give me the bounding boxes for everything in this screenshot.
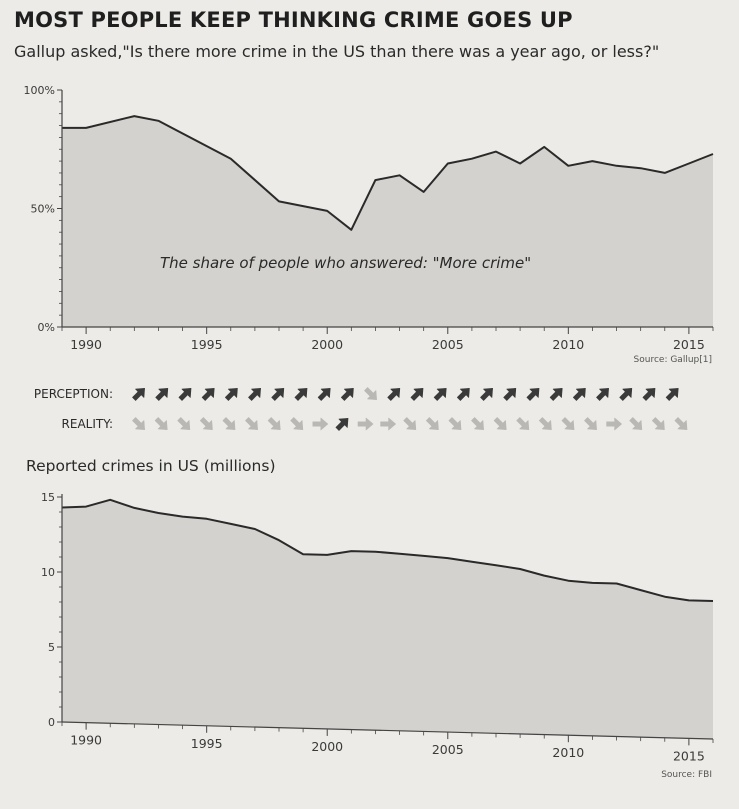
perception-arrow-up: [433, 388, 447, 401]
crimes-area-group: [61, 498, 714, 739]
reality-arrow-down: [154, 417, 168, 430]
reality-arrow-flat: [357, 417, 374, 431]
reality-arrows: [132, 417, 688, 431]
x-tick-label: 2005: [432, 742, 464, 757]
perception-arrow-up: [619, 388, 633, 401]
chart-subtitle: Gallup asked,"Is there more crime in the…: [14, 42, 660, 61]
crimes-chart-title: Reported crimes in US (millions): [26, 457, 276, 475]
perception-arrow-up: [503, 388, 517, 401]
perception-arrow-up: [387, 388, 401, 401]
reality-arrow-down: [425, 417, 439, 430]
x-axis: [61, 721, 714, 740]
area-fill: [62, 116, 713, 327]
x-tick-label: 2000: [311, 337, 343, 352]
y-tick-label: 5: [48, 641, 55, 654]
reality-arrow-flat: [312, 417, 329, 431]
reality-arrow-down: [651, 417, 665, 430]
perception-row-label: PERCEPTION:: [34, 387, 113, 401]
reality-arrow-down: [493, 417, 507, 430]
perception-area-group: [62, 115, 714, 327]
reality-row-label: REALITY:: [62, 417, 113, 431]
perception-arrow-up: [526, 388, 540, 401]
reality-arrow-down: [222, 417, 236, 430]
perception-arrow-up: [410, 388, 424, 401]
x-tick-label: 2015: [673, 337, 705, 352]
perception-arrow-up: [224, 388, 238, 401]
reality-arrow-down: [538, 417, 552, 430]
reality-arrow-down: [448, 417, 462, 430]
perception-arrow-up: [132, 388, 145, 401]
perception-arrow-up: [549, 388, 563, 401]
crimes-chart: 0 5 10 15 1990 1995 2000 2005 2010 2015 Source: F…: [41, 491, 714, 780]
reality-arrow-down: [290, 417, 304, 430]
reality-arrow-down: [561, 417, 575, 430]
y-tick-label: 50%: [31, 203, 55, 216]
reality-arrow-down: [584, 417, 597, 430]
perception-arrow-up: [317, 388, 331, 401]
y-tick-label: 10: [41, 566, 55, 579]
reality-arrow-down: [674, 417, 688, 430]
chart-title: MOST PEOPLE KEEP THINKING CRIME GOES UP: [14, 8, 573, 32]
arrow-comparison: PERCEPTION: REALITY:: [34, 387, 688, 431]
x-tick-label: 2010: [552, 745, 584, 760]
x-tick-label: 1990: [70, 733, 102, 748]
perception-arrow-down: [364, 387, 377, 400]
reality-arrow-down: [471, 417, 484, 430]
perception-arrow-up: [456, 388, 470, 401]
perception-arrow-up: [340, 388, 354, 401]
reality-arrow-flat: [380, 417, 396, 431]
perception-arrow-up: [480, 388, 493, 401]
perception-arrow-up: [572, 388, 586, 401]
x-tick-label: 2010: [552, 337, 584, 352]
perception-arrow-up: [596, 388, 609, 401]
x-tick-label: 2005: [432, 337, 464, 352]
perception-arrow-up: [201, 388, 215, 401]
perception-source: Source: Gallup[1]: [634, 355, 712, 365]
data-line: [62, 115, 714, 231]
x-tick-label: 2000: [311, 739, 343, 754]
reality-arrow-down: [629, 417, 643, 430]
reality-arrow-down: [245, 417, 258, 430]
perception-arrow-up: [294, 388, 308, 401]
perception-ticks: 0% 50% 100% 1990 1995 2000 2005 2010 2015: [24, 84, 714, 352]
x-tick-label: 1990: [70, 337, 102, 352]
reality-arrow-down: [516, 417, 530, 430]
perception-annotation: The share of people who answered: "More …: [160, 254, 531, 272]
crimes-source: Source: FBI: [661, 770, 712, 780]
reality-arrow-up: [335, 418, 349, 431]
perception-arrows: [132, 387, 679, 401]
area-fill: [62, 499, 713, 739]
reality-arrow-down: [177, 417, 191, 430]
x-tick-label: 2015: [673, 748, 705, 763]
x-tick-label: 1995: [191, 337, 223, 352]
y-tick-label: 0%: [38, 321, 55, 334]
reality-arrow-flat: [606, 417, 622, 431]
y-tick-label: 100%: [24, 84, 55, 97]
perception-arrow-up: [248, 388, 261, 401]
reality-arrow-down: [267, 417, 281, 430]
perception-arrow-up: [155, 388, 169, 401]
y-tick-label: 15: [41, 491, 55, 504]
reality-arrow-down: [199, 417, 213, 430]
y-tick-label: 0: [48, 716, 55, 729]
perception-arrow-up: [642, 388, 656, 401]
x-tick-label: 1995: [191, 736, 223, 751]
reality-arrow-down: [132, 417, 145, 430]
crimes-ticks: 0 5 10 15 1990 1995 2000 2005 2010 2015: [41, 491, 714, 763]
perception-chart: 0% 50% 100% 1990 1995 2000 2005 2010 2015 The sh…: [24, 84, 714, 365]
data-line: [61, 498, 714, 602]
perception-arrow-up: [665, 388, 679, 401]
reality-arrow-down: [403, 417, 417, 430]
perception-arrow-up: [178, 388, 192, 401]
perception-arrow-up: [271, 388, 285, 401]
